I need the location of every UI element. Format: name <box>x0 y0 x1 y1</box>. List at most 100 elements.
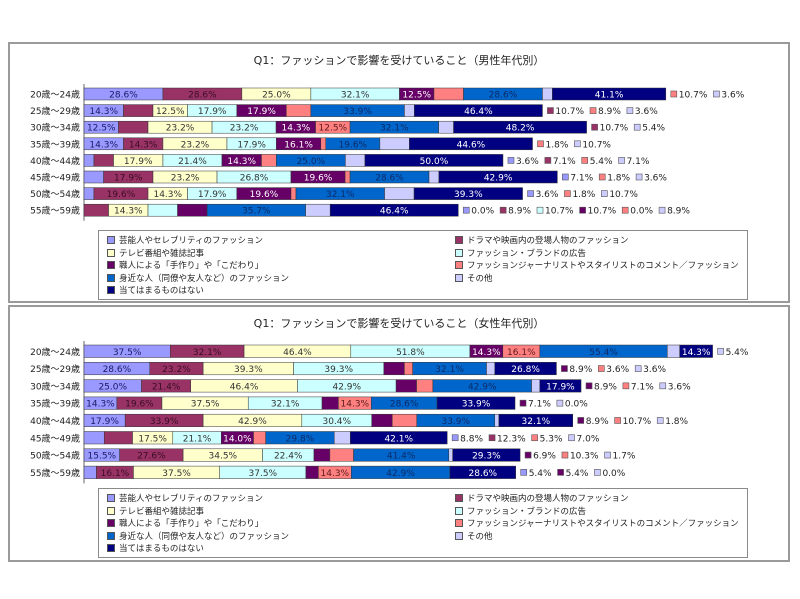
data-label: 7.1% <box>631 382 654 392</box>
bar-segment <box>452 448 521 462</box>
data-label: 0.0% <box>602 469 625 479</box>
data-label: 28.6% <box>109 91 138 101</box>
data-label: 0.0% <box>565 400 588 410</box>
bar-segment <box>290 187 297 200</box>
data-label: 3.6% <box>668 382 691 392</box>
bar-segment <box>313 448 331 462</box>
data-label: 3.6% <box>606 365 629 375</box>
data-label-key <box>717 347 724 355</box>
data-label: 14.3% <box>129 140 158 150</box>
data-label: 42.9% <box>332 382 361 392</box>
legend-item: ファッションジャーナリストやスタイリストのコメント／ファッション <box>455 517 739 529</box>
data-label: 29.8% <box>286 434 315 444</box>
category-label: 35歳～39歳 <box>30 398 80 410</box>
data-label: 55.4% <box>589 348 618 358</box>
bar-segment <box>498 413 574 427</box>
data-label: 23.2% <box>181 140 210 150</box>
data-label: 5.3% <box>540 434 563 444</box>
data-label-key <box>488 434 496 442</box>
bar-segment <box>383 362 405 376</box>
data-label: 19.6% <box>107 190 136 200</box>
bar-segment <box>305 203 331 217</box>
legend-label: 身近な人（同僚や友人など）のファッション <box>119 273 290 284</box>
data-label: 41.4% <box>387 452 416 462</box>
bar-segment <box>539 379 582 393</box>
data-label: 14.3% <box>153 190 182 200</box>
data-label: 46.4% <box>380 207 409 217</box>
data-label-key <box>519 399 527 407</box>
data-label: 14.3% <box>114 207 143 217</box>
data-label-key <box>659 382 667 390</box>
data-label: 12.5% <box>156 107 185 117</box>
data-label-key <box>556 399 564 407</box>
data-label: 7.1% <box>570 174 593 184</box>
data-label: 12.5% <box>319 124 348 134</box>
bar-segment <box>93 154 114 167</box>
bar-segment <box>103 431 133 445</box>
data-label-key <box>622 382 630 390</box>
data-label: 39.3% <box>234 365 263 375</box>
data-label: 16.1% <box>284 140 313 150</box>
legend-swatch <box>107 506 115 515</box>
data-label-key <box>507 157 515 164</box>
legend-item: ドラマや映画内の登場人物のファッション <box>455 234 629 246</box>
data-label: 10.7% <box>609 190 638 200</box>
bar-segment <box>320 137 327 151</box>
data-label: 46.4% <box>283 348 312 358</box>
data-label-key <box>579 206 586 214</box>
data-label: 3.6% <box>721 91 744 101</box>
category-label: 30歳～34歳 <box>30 380 80 392</box>
data-label: 14.3% <box>89 140 118 150</box>
data-label: 17.9% <box>198 190 227 200</box>
data-label-key <box>604 451 611 459</box>
data-label: 51.8% <box>396 348 425 358</box>
bar-segment <box>286 104 312 117</box>
data-label: 1.8% <box>572 190 595 200</box>
data-label-key <box>574 140 581 148</box>
bar-segment <box>667 344 680 358</box>
data-label: 42.9% <box>468 382 497 392</box>
data-label-key <box>658 206 666 214</box>
category-label: 50歳～54歳 <box>30 450 80 462</box>
bar-segment <box>531 379 541 393</box>
bar-segment <box>379 137 410 151</box>
bar-segment <box>384 187 415 200</box>
data-label: 34.5% <box>209 452 238 462</box>
data-label: 42.9% <box>238 417 267 427</box>
data-label: 21.1% <box>183 434 212 444</box>
data-label-key <box>520 469 528 476</box>
category-label: 40歳～44歳 <box>30 415 80 427</box>
data-label-key <box>451 434 459 442</box>
category-label: 20歳～24歳 <box>30 89 80 101</box>
data-label: 10.3% <box>570 452 599 462</box>
legend-swatch <box>455 519 463 527</box>
data-label-key <box>577 417 585 424</box>
bar-segment <box>83 431 105 445</box>
data-label: 14.3% <box>227 157 256 167</box>
bar-segment <box>428 170 440 184</box>
data-label: 1.8% <box>665 417 688 427</box>
data-label: 5.4% <box>642 124 665 134</box>
data-label: 3.6% <box>516 157 539 167</box>
male-chart-panel: Q1：ファッションで影響を受けていること（男性年代別） 20歳～24歳 28.6%… <box>8 42 790 303</box>
chart-legend: 芸能人やセレブリティのファッション ドラマや映画内の登場人物のファッション テレビ番… <box>98 488 748 558</box>
legend-item: 芸能人やセレブリティのファッション <box>107 492 263 504</box>
bar-segment <box>371 413 393 427</box>
legend-label: ファッションジャーナリストやスタイリストのコメント／ファッション <box>467 261 739 271</box>
category-label: 50歳～54歳 <box>30 188 80 200</box>
bar-segment <box>147 203 178 217</box>
data-label: 14.3% <box>86 400 115 410</box>
data-label-key <box>633 123 641 131</box>
data-label: 5.4% <box>566 469 589 479</box>
data-label-key <box>614 417 621 424</box>
data-label: 10.7% <box>555 107 584 117</box>
data-label: 1.8% <box>607 174 630 184</box>
data-label-key <box>527 190 534 197</box>
data-label: 8.9% <box>667 207 690 217</box>
data-label: 17.9% <box>247 107 276 117</box>
data-label: 12.3% <box>497 434 526 444</box>
legend-item: 職人による「手作り」や「こだわり」 <box>107 517 263 529</box>
data-label: 26.8% <box>240 174 269 184</box>
data-label-key <box>564 190 571 197</box>
data-label: 10.7% <box>582 140 611 150</box>
